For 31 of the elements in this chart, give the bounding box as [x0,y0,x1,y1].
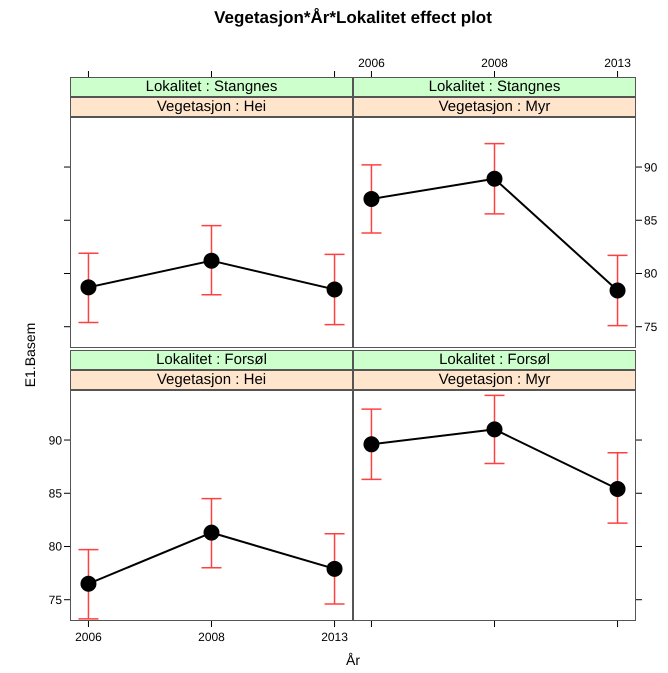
y-tick-label: 90 [644,160,658,174]
point [204,524,220,541]
chart-title: Lokalitet : Forsøl [353,350,636,370]
y-tick-label: 85 [644,214,658,228]
point [610,282,626,299]
y-tick-label: 85 [48,486,62,501]
y-axis-title: E1.Basem [22,322,38,388]
y-tick-label: 80 [644,266,658,281]
x-tick-label: 2008 [481,56,508,70]
y-tick-label: 80 [48,540,62,554]
x-tick-label: 2008 [198,630,226,644]
x-axis-title: År [345,652,361,668]
chart-subtitle: Vegetasjon : Hei [70,370,353,390]
point [80,576,96,592]
chart-title: Lokalitet : Stangnes [353,77,636,97]
chart-subtitle: Vegetasjon : Myr [353,370,636,390]
point [326,560,343,577]
x-tick-label: 2006 [358,56,386,70]
point [363,190,380,207]
x-tick-label: 2006 [75,630,102,644]
y-tick-label: 90 [48,433,62,448]
chart-subtitle: Vegetasjon : Myr [353,97,636,117]
x-tick-label: 2013 [604,56,632,70]
chart-title: Lokalitet : Forsøl [70,350,353,370]
y-tick-label: 75 [48,592,62,607]
chart-title: Lokalitet : Stangnes [70,77,353,97]
x-tick-label: 2013 [321,630,348,644]
text: Vegetasjon*År*Lokalitet effect plot [213,8,493,28]
y-tick-label: 75 [644,320,658,334]
chart-subtitle: Vegetasjon : Hei [70,97,353,117]
point [486,170,502,187]
